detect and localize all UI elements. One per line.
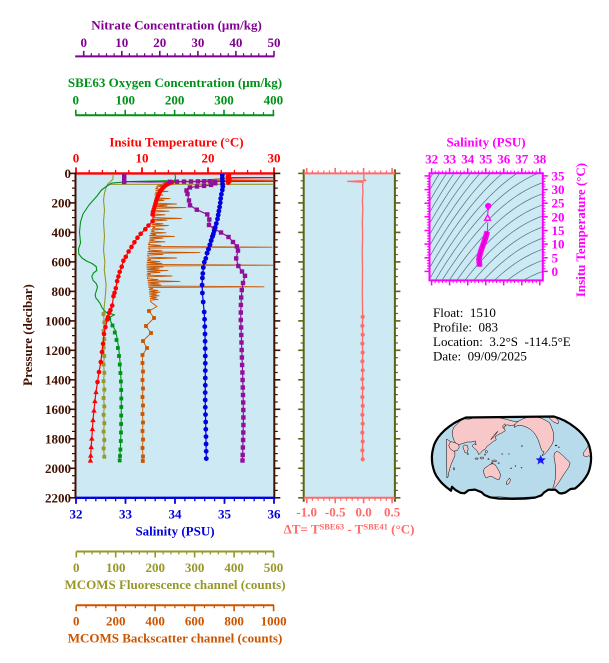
- svg-text:300: 300: [214, 93, 234, 108]
- svg-text:37: 37: [515, 152, 529, 167]
- svg-text:MCOMS Backscatter channel (cou: MCOMS Backscatter channel (counts): [68, 631, 283, 646]
- svg-text:400: 400: [52, 225, 72, 240]
- svg-text:30: 30: [552, 182, 565, 197]
- svg-text:200: 200: [52, 195, 72, 210]
- svg-text:800: 800: [224, 614, 244, 629]
- svg-text:30: 30: [191, 35, 204, 50]
- svg-text:0: 0: [73, 151, 80, 166]
- svg-text:2200: 2200: [45, 490, 71, 505]
- svg-text:25: 25: [552, 196, 566, 211]
- svg-text:400: 400: [264, 93, 284, 108]
- svg-text:800: 800: [52, 284, 72, 299]
- svg-text:Pressure (decibar): Pressure (decibar): [20, 284, 35, 386]
- svg-text:20: 20: [153, 35, 166, 50]
- svg-text:200: 200: [106, 614, 126, 629]
- svg-text:1600: 1600: [45, 402, 71, 417]
- svg-text:200: 200: [165, 93, 185, 108]
- svg-text:Date: 09/09/2025: Date: 09/09/2025: [433, 349, 527, 364]
- svg-text:-0.5: -0.5: [325, 505, 346, 520]
- svg-text:400: 400: [224, 560, 244, 575]
- svg-text:36: 36: [268, 507, 282, 522]
- svg-text:34: 34: [169, 507, 183, 522]
- svg-text:10: 10: [552, 237, 565, 252]
- svg-text:0: 0: [73, 614, 80, 629]
- svg-text:33: 33: [443, 152, 457, 167]
- svg-text:40: 40: [229, 35, 242, 50]
- svg-text:0: 0: [552, 264, 559, 279]
- svg-text:10: 10: [136, 151, 149, 166]
- svg-text:50: 50: [268, 35, 281, 50]
- svg-text:32: 32: [425, 152, 438, 167]
- svg-text:200: 200: [145, 560, 165, 575]
- svg-text:0: 0: [73, 560, 80, 575]
- svg-text:600: 600: [52, 254, 72, 269]
- svg-text:1400: 1400: [45, 372, 71, 387]
- svg-text:0: 0: [80, 35, 87, 50]
- svg-text:15: 15: [552, 223, 566, 238]
- svg-text:0.0: 0.0: [355, 505, 371, 520]
- svg-text:Nitrate Concentration (μm/kg): Nitrate Concentration (μm/kg): [91, 18, 262, 33]
- svg-text:Profile: 083: Profile: 083: [433, 320, 498, 335]
- svg-text:300: 300: [185, 560, 205, 575]
- svg-text:400: 400: [145, 614, 165, 629]
- svg-text:1000: 1000: [261, 614, 287, 629]
- svg-text:10: 10: [115, 35, 128, 50]
- svg-text:2000: 2000: [45, 461, 71, 476]
- svg-text:600: 600: [185, 614, 205, 629]
- svg-text:20: 20: [202, 151, 215, 166]
- svg-text:Insitu Temperature (°C): Insitu Temperature (°C): [573, 163, 588, 297]
- svg-text:32: 32: [70, 507, 83, 522]
- svg-text:38: 38: [533, 152, 547, 167]
- svg-text:35: 35: [552, 168, 566, 183]
- svg-text:Salinity (PSU): Salinity (PSU): [135, 524, 214, 539]
- svg-text:36: 36: [497, 152, 511, 167]
- svg-text:35: 35: [479, 152, 493, 167]
- svg-text:Insitu Temperature (°C): Insitu Temperature (°C): [109, 135, 243, 150]
- svg-text:100: 100: [106, 560, 126, 575]
- svg-text:30: 30: [268, 151, 281, 166]
- svg-text:Location: 3.2°S -114.5°E: Location: 3.2°S -114.5°E: [433, 334, 571, 349]
- svg-text:34: 34: [461, 152, 475, 167]
- svg-text:0: 0: [73, 93, 80, 108]
- svg-text:1800: 1800: [45, 431, 71, 446]
- svg-text:20: 20: [552, 209, 565, 224]
- svg-text:Salinity (PSU): Salinity (PSU): [446, 135, 525, 150]
- svg-text:35: 35: [218, 507, 232, 522]
- svg-text:1000: 1000: [45, 313, 71, 328]
- svg-text:0: 0: [65, 166, 72, 181]
- svg-text:-1.0: -1.0: [296, 505, 317, 520]
- svg-text:33: 33: [119, 507, 133, 522]
- svg-text:500: 500: [264, 560, 284, 575]
- svg-text:5: 5: [552, 250, 559, 265]
- svg-text:100: 100: [115, 93, 135, 108]
- svg-text:0.5: 0.5: [384, 505, 401, 520]
- svg-text:1200: 1200: [45, 343, 71, 358]
- svg-text:ΔT= TSBE63 - TSBE41 (°C): ΔT= TSBE63 - TSBE41 (°C): [284, 522, 415, 537]
- svg-text:Float: 1510: Float: 1510: [433, 305, 496, 320]
- svg-text:MCOMS Fluorescence channel (co: MCOMS Fluorescence channel (counts): [64, 577, 285, 592]
- svg-text:SBE63 Oxygen Concentration (μm: SBE63 Oxygen Concentration (μm/kg): [68, 75, 282, 90]
